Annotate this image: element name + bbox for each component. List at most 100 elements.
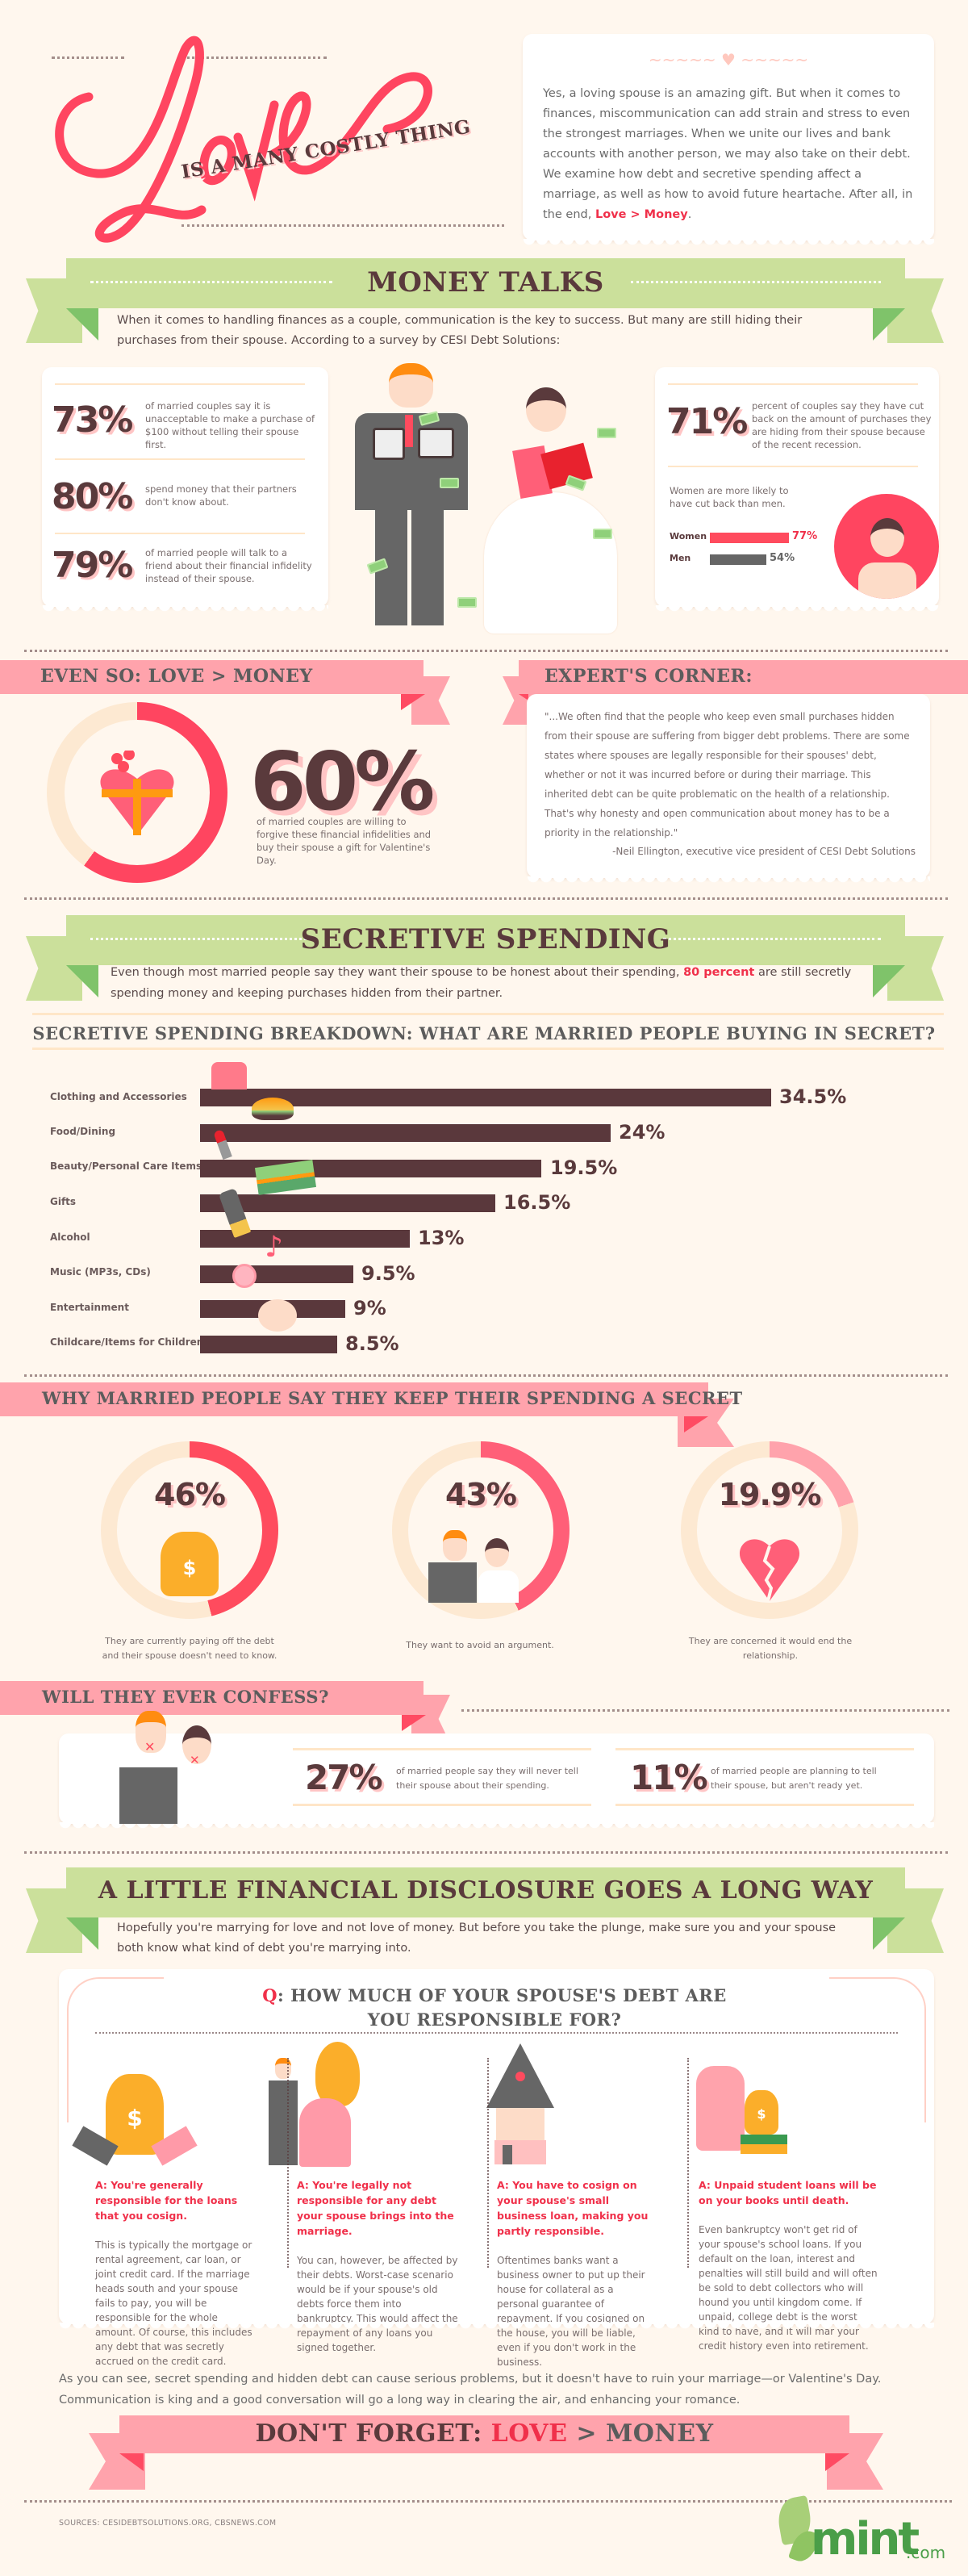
- expert-quote: "...We often find that the people who ke…: [544, 711, 910, 838]
- bar-label: Beauty/Personal Care Items: [50, 1160, 202, 1172]
- mint-logo[interactable]: mint .com: [774, 2494, 952, 2570]
- divider: [32, 1013, 944, 1015]
- bar-value: 34.5%: [779, 1085, 847, 1108]
- stat-value: 73%: [52, 399, 133, 441]
- stat-60-text: of married couples are willing to forgiv…: [257, 816, 432, 866]
- couple-icon: [428, 1530, 533, 1603]
- stat-text: of married people will talk to a friend …: [145, 547, 312, 584]
- money-bill-icon: [593, 529, 612, 539]
- intro-card: ~~~~~ ♥ ~~~~~ Yes, a loving spouse is an…: [523, 34, 934, 247]
- disclosure-intro: Hopefully you're marrying for love and n…: [117, 1922, 837, 1955]
- question-title: Q: HOW MUCH OF YOUR SPOUSE'S DEBT ARE YO…: [262, 1985, 727, 2030]
- answer-col: A: You're legally not responsible for an…: [297, 2177, 458, 2355]
- answer-body: Even bankruptcy won't get rid of your sp…: [699, 2224, 878, 2352]
- mint-wordmark: mint: [811, 2513, 920, 2566]
- donut-value: 19.9%: [718, 1477, 822, 1512]
- divider: [95, 2032, 898, 2034]
- divider: [182, 224, 504, 227]
- divider: [32, 1048, 944, 1050]
- intro-text: Yes, a loving spouse is an amazing gift.…: [543, 87, 913, 221]
- money-bag-icon: $: [161, 1532, 219, 1596]
- closing-text: As you can see, secret spending and hidd…: [59, 2373, 882, 2407]
- divider: [668, 383, 918, 385]
- divider: [52, 56, 124, 59]
- clothing-icon: [211, 1062, 247, 1089]
- mint-suffix: .com: [906, 2543, 946, 2562]
- divider: [24, 897, 948, 900]
- music-note-icon: ♪: [265, 1231, 283, 1264]
- secretive-intro: Even though most married people say they…: [111, 966, 852, 1000]
- why-text: They are concerned it would end the rela…: [688, 1636, 853, 1661]
- money-bill-icon: [457, 597, 477, 608]
- stat-value: 79%: [52, 545, 133, 586]
- heart-gift-icon: [97, 749, 177, 835]
- bar-alcohol: [200, 1230, 410, 1248]
- bar-value: 19.5%: [550, 1156, 618, 1179]
- confess-value: 11%: [630, 1758, 708, 1797]
- divider: [24, 2500, 952, 2503]
- divider: [293, 1748, 591, 1806]
- answer-col: A: You're generally responsible for the …: [95, 2177, 257, 2369]
- section-title: WILL THEY EVER CONFESS?: [42, 1687, 329, 1707]
- stat-text: spend money that their partners don't kn…: [145, 483, 297, 508]
- hero-love-script: [32, 16, 452, 250]
- divider: [182, 56, 327, 59]
- donut-46: 46% $: [101, 1441, 278, 1619]
- burger-icon: [252, 1098, 294, 1120]
- column-divider: [287, 2058, 289, 2268]
- bar-value: 16.5%: [503, 1191, 571, 1214]
- bar-label: Childcare/Items for Children: [50, 1336, 204, 1348]
- money-bill-icon: [440, 478, 459, 488]
- divider: [24, 650, 948, 652]
- sources: SOURCES: CESIDEBTSOLUTIONS.ORG, CBSNEWS.…: [59, 2519, 277, 2528]
- answer-col: A: You have to cosign on your spouse's s…: [497, 2177, 658, 2369]
- books-icon: [741, 2135, 787, 2154]
- ornament-left-icon: [67, 1977, 164, 2122]
- donut-43: 43%: [392, 1441, 570, 1619]
- donut-19-9: 19.9%: [681, 1441, 858, 1619]
- money-talks-banner: MONEY TALKS: [66, 258, 905, 308]
- column-divider: [687, 2058, 689, 2268]
- why-text: They want to avoid an argument.: [406, 1640, 554, 1650]
- stat-60-value: 60%: [250, 734, 435, 829]
- bar-label: Clothing and Accessories: [50, 1091, 187, 1102]
- gender-bar-men: Men 54%: [670, 552, 847, 566]
- cd-icon: [232, 1264, 257, 1288]
- answer-head: A: You have to cosign on your spouse's s…: [497, 2179, 649, 2237]
- bride-illustration: [476, 371, 621, 638]
- section-title: MONEY TALKS: [367, 266, 604, 299]
- divider: [24, 1851, 948, 1854]
- bar-beauty: [200, 1160, 541, 1177]
- gender-note: Women are more likely to have cut back t…: [670, 485, 789, 509]
- bar-clothing: [200, 1089, 771, 1106]
- debt-qa-card: Q: HOW MUCH OF YOUR SPOUSE'S DEBT ARE YO…: [59, 1969, 934, 2368]
- bar-label: Food/Dining: [50, 1126, 116, 1137]
- broken-heart-icon: [737, 1530, 802, 1603]
- backpack-icon: [696, 2066, 745, 2151]
- gender-bar-women: Women 77%: [670, 530, 847, 544]
- baby-icon: [258, 1299, 297, 1332]
- stat-value: 80%: [52, 476, 133, 517]
- confess-text: of married people say they will never te…: [396, 1766, 578, 1791]
- bar-gifts: [200, 1194, 495, 1212]
- bar-label: Women: [670, 531, 707, 542]
- column-divider: [487, 2058, 489, 2268]
- money-bag-books-icon: $: [745, 2090, 778, 2135]
- bar-label: Alcohol: [50, 1232, 90, 1243]
- bar-value: 9%: [353, 1297, 386, 1319]
- why-secret-banner: WHY MARRIED PEOPLE SAY THEY KEEP THEIR S…: [0, 1382, 742, 1416]
- stats-card-right: 71% percent of couples say they have cut…: [655, 367, 939, 613]
- answer-head: A: You're generally responsible for the …: [95, 2179, 238, 2222]
- stat-text: percent of couples say they have cut bac…: [752, 400, 932, 450]
- wedding-couple-icon: [267, 2042, 364, 2167]
- confess-text: of married people are planning to tell t…: [711, 1766, 877, 1791]
- divider: [668, 466, 918, 467]
- banner-fold: [519, 694, 528, 700]
- secretive-banner: SECRETIVE SPENDING: [66, 915, 905, 965]
- bar-label: Gifts: [50, 1196, 77, 1207]
- closing-banner: DON'T FORGET: LOVE > MONEY: [119, 2415, 849, 2453]
- answer-body: Oftentimes banks want a business owner t…: [497, 2255, 645, 2368]
- divider: [461, 1709, 949, 1712]
- section-title: A LITTLE FINANCIAL DISCLOSURE GOES A LON…: [98, 1876, 874, 1905]
- expert-card: "...We often find that the people who ke…: [527, 694, 930, 884]
